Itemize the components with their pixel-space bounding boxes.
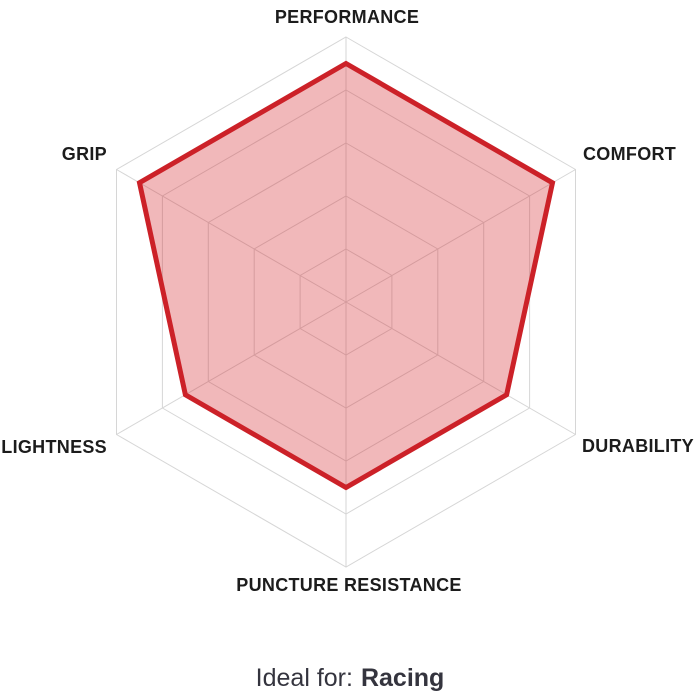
axis-label-durability: DURABILITY [582, 436, 694, 456]
axis-label-puncture-resistance: PUNCTURE RESISTANCE [236, 575, 462, 595]
axis-label-performance: PERFORMANCE [274, 7, 420, 27]
caption-prefix: Ideal for: [255, 664, 353, 692]
axis-label-lightness: LIGHTNESS [1, 437, 107, 457]
caption-value: Racing [360, 664, 445, 692]
axis-label-comfort: COMFORT [583, 144, 677, 164]
ideal-for-caption: Ideal for: Racing [0, 661, 700, 695]
axis-label-grip: GRIP [61, 144, 107, 164]
